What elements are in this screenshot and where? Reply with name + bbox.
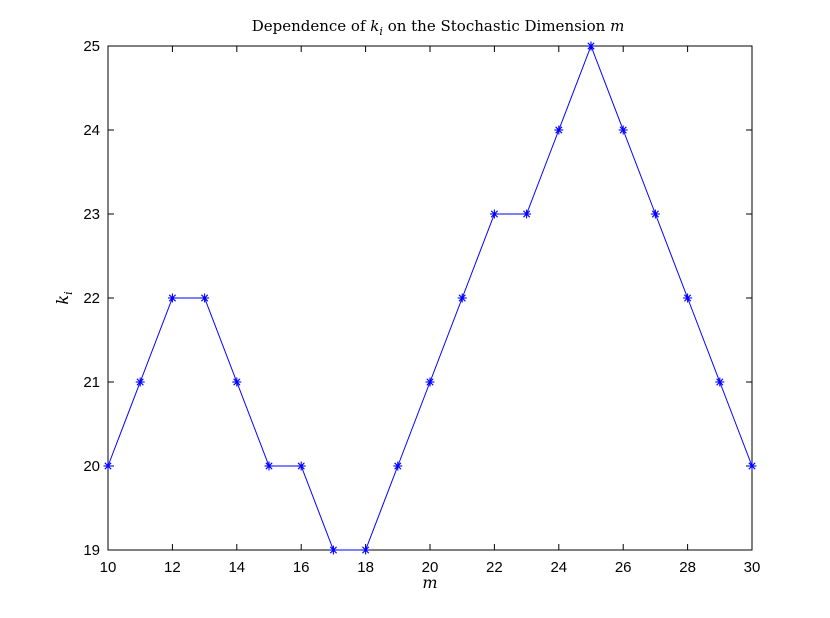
x-tick-label: 16 bbox=[293, 559, 310, 576]
x-tick-label: 22 bbox=[486, 559, 503, 576]
y-tick-label: 20 bbox=[83, 458, 100, 475]
data-point bbox=[747, 461, 757, 471]
data-point bbox=[554, 125, 564, 135]
chart-title-sub: i bbox=[379, 25, 383, 38]
data-point bbox=[683, 293, 693, 303]
data-point bbox=[457, 293, 467, 303]
data-point bbox=[650, 209, 660, 219]
x-tick-label: 20 bbox=[422, 559, 439, 576]
x-axis-label: m bbox=[422, 573, 437, 592]
data-point bbox=[393, 461, 403, 471]
y-tick-label: 23 bbox=[83, 206, 100, 223]
y-tick-label: 25 bbox=[83, 38, 100, 55]
data-point bbox=[586, 41, 596, 51]
y-tick-label: 19 bbox=[83, 542, 100, 559]
x-tick-label: 24 bbox=[550, 559, 567, 576]
data-point bbox=[361, 545, 371, 555]
data-point bbox=[264, 461, 274, 471]
x-tick-label: 14 bbox=[228, 559, 245, 576]
x-tick-label: 12 bbox=[164, 559, 181, 576]
chart-title-end-var: m bbox=[610, 17, 624, 35]
data-point bbox=[167, 293, 177, 303]
data-point bbox=[103, 461, 113, 471]
y-tick-label: 21 bbox=[83, 374, 100, 391]
y-axis-label-var: k bbox=[53, 295, 72, 305]
data-point bbox=[296, 461, 306, 471]
data-point bbox=[232, 377, 242, 387]
chart-title-middle: on the Stochastic Dimension bbox=[383, 17, 610, 35]
data-point bbox=[522, 209, 532, 219]
y-axis-label: ki bbox=[53, 291, 75, 304]
y-axis: 19 20 21 22 23 24 25 bbox=[83, 38, 752, 559]
data-point bbox=[489, 209, 499, 219]
data-point bbox=[200, 293, 210, 303]
x-tick-label: 10 bbox=[100, 559, 117, 576]
data-point bbox=[135, 377, 145, 387]
y-axis-label-sub: i bbox=[62, 291, 75, 295]
x-tick-label: 26 bbox=[615, 559, 632, 576]
x-tick-label: 28 bbox=[679, 559, 696, 576]
data-point bbox=[715, 377, 725, 387]
x-tick-label: 18 bbox=[357, 559, 374, 576]
y-tick-label: 24 bbox=[83, 122, 100, 139]
chart-title-var: k bbox=[370, 17, 379, 35]
x-tick-label: 30 bbox=[744, 559, 761, 576]
data-point bbox=[425, 377, 435, 387]
chart-title: Dependence of ki on the Stochastic Dimen… bbox=[252, 17, 625, 38]
series-ki bbox=[103, 41, 757, 555]
plot-area bbox=[107, 45, 753, 551]
chart-title-prefix: Dependence of bbox=[252, 17, 371, 35]
x-axis: 10 12 14 16 18 20 22 24 26 28 30 bbox=[100, 46, 761, 576]
y-tick-label: 22 bbox=[83, 290, 100, 307]
data-point bbox=[328, 545, 338, 555]
data-point bbox=[618, 125, 628, 135]
